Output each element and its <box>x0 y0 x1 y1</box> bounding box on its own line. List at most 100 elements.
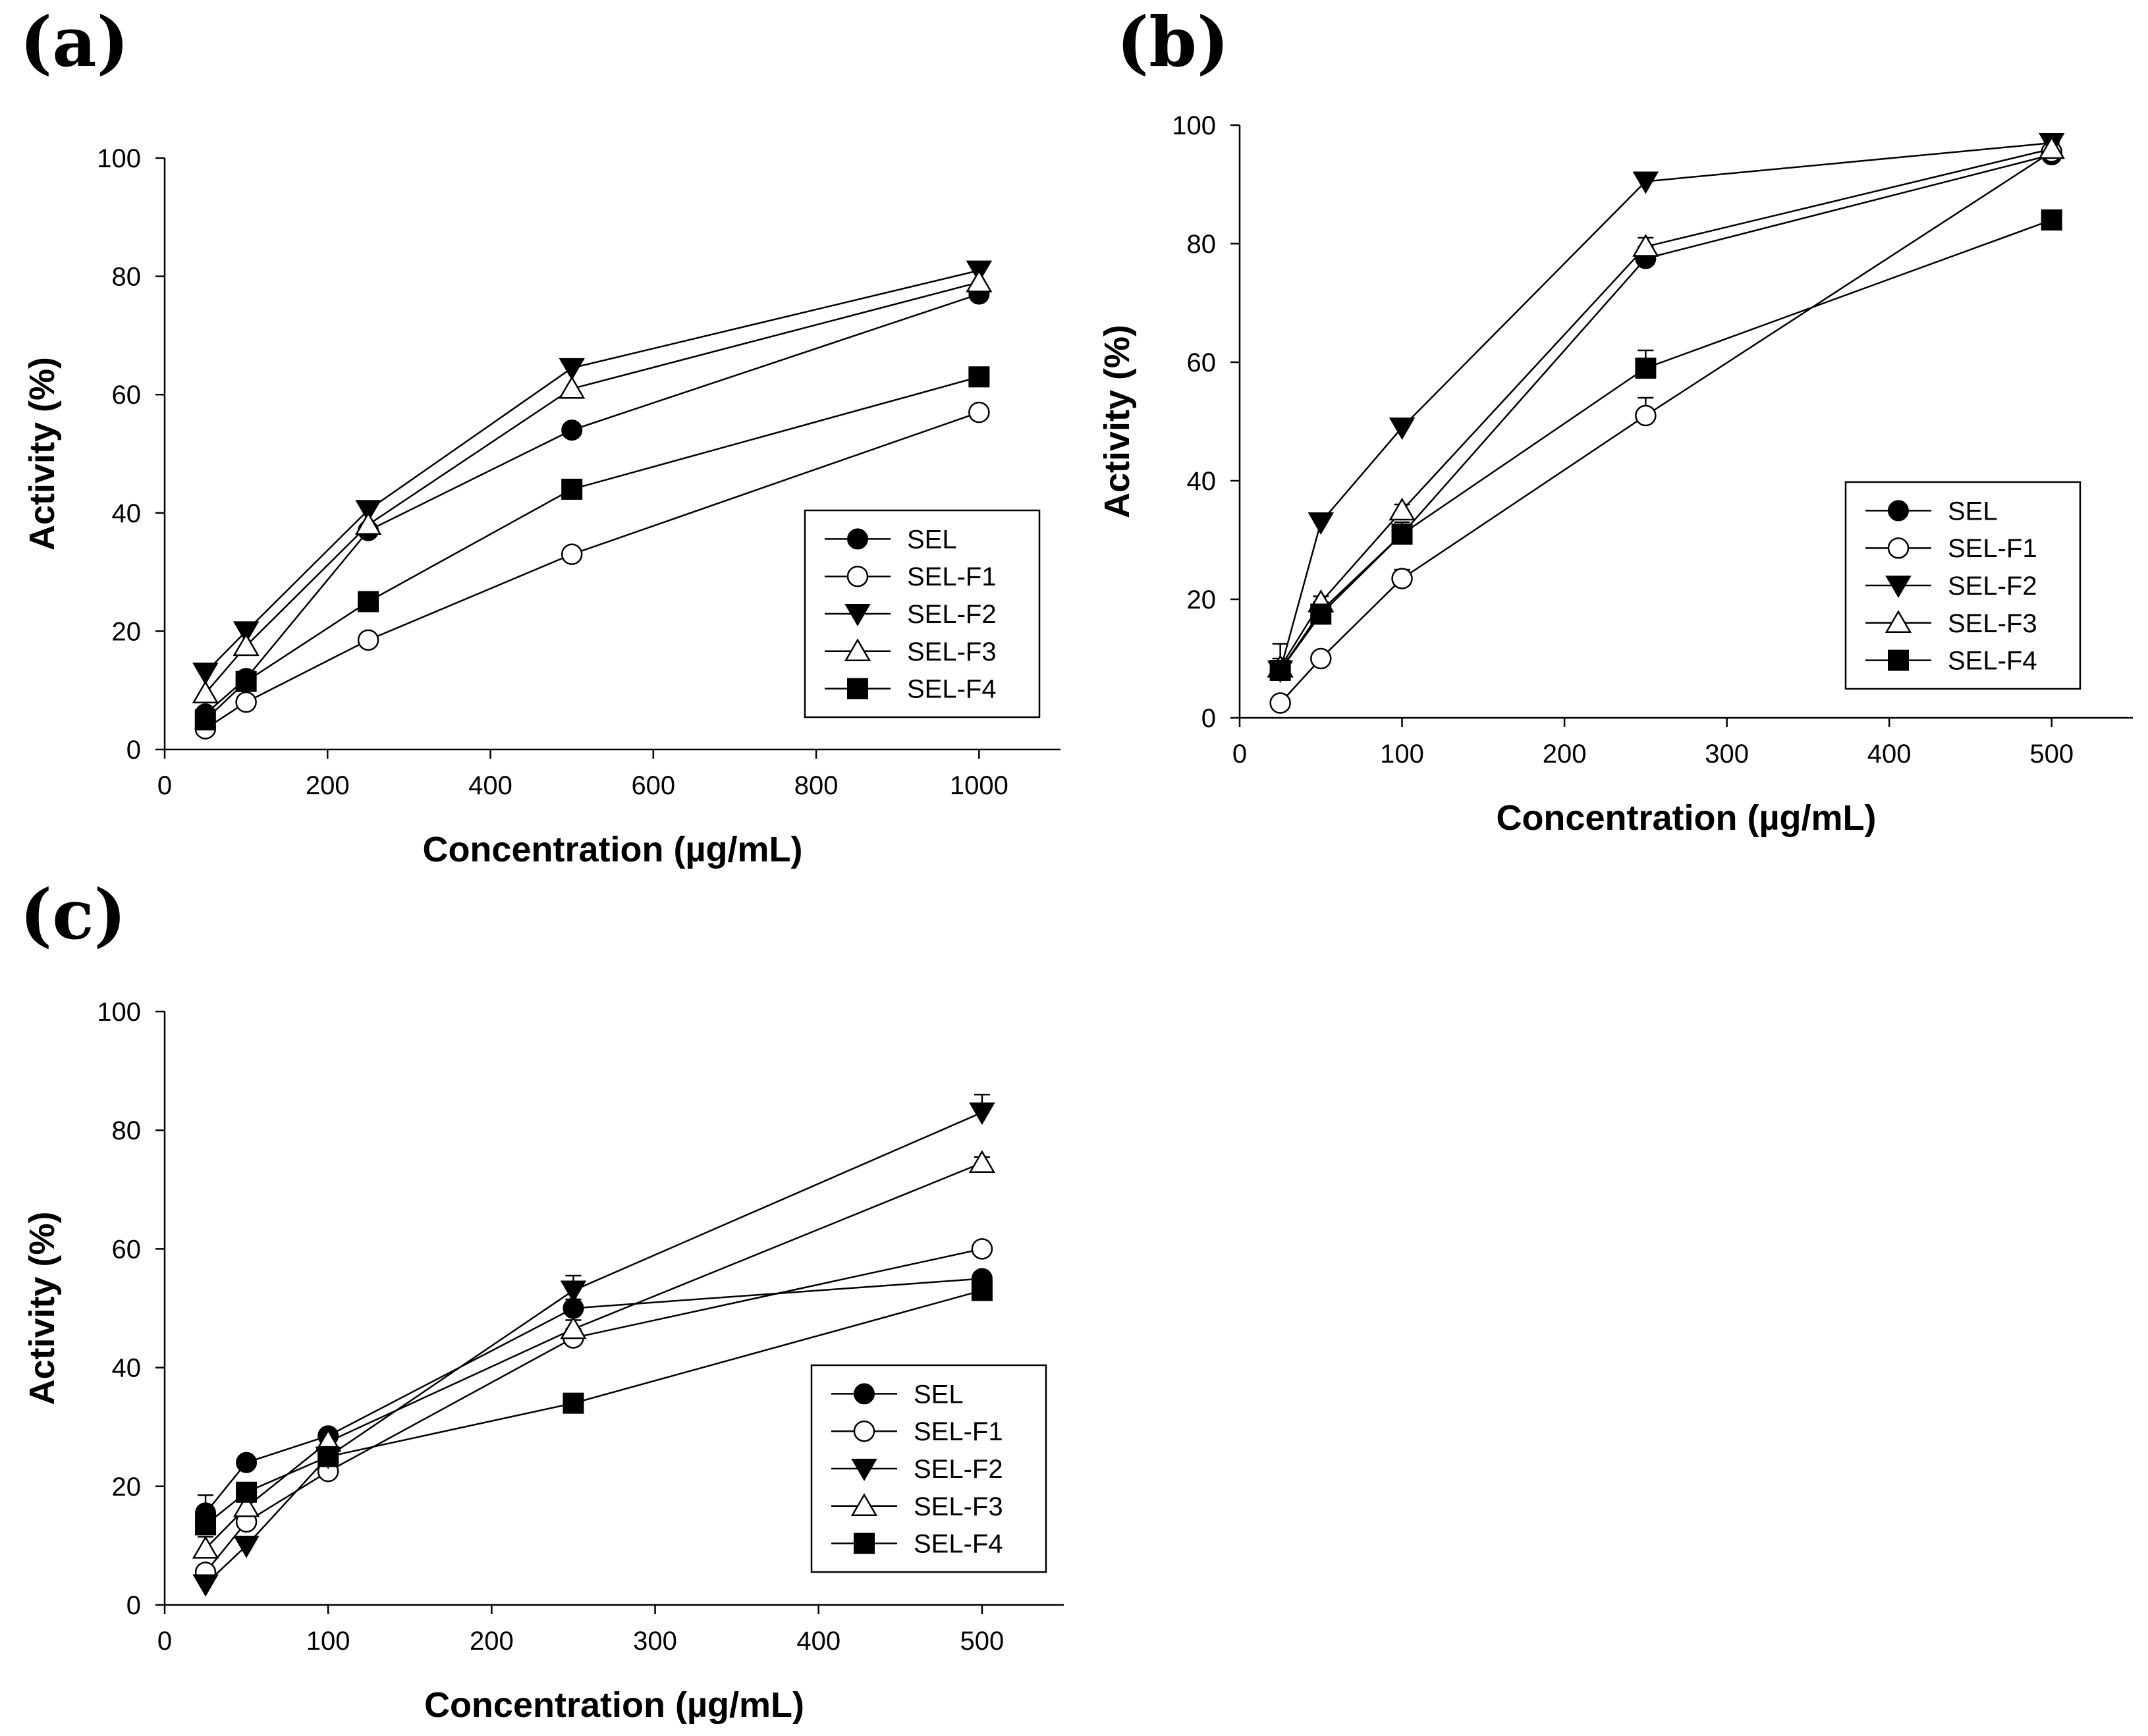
y-tick-label: 40 <box>112 499 142 528</box>
legend-marker-sel <box>847 528 868 550</box>
legend-label: SEL-F1 <box>907 562 997 591</box>
data-point-sel-f1 <box>357 629 379 651</box>
data-point-sel-f3 <box>233 1494 260 1517</box>
x-tick-label: 500 <box>2029 740 2074 769</box>
data-point-sel-f4 <box>194 709 216 731</box>
data-point-sel-f2 <box>969 1102 995 1126</box>
data-point-sel-f1 <box>1310 647 1332 670</box>
data-point-sel-f4 <box>561 478 583 500</box>
legend-marker-sel-f4 <box>854 1533 875 1554</box>
data-point-sel-f2 <box>1389 418 1416 440</box>
legend-marker-sel <box>1888 500 1909 522</box>
data-point-sel-f4 <box>1391 524 1413 545</box>
y-tick-label: 100 <box>97 144 141 173</box>
legend-marker-sel-f2 <box>844 604 871 626</box>
legend-label: SEL-F3 <box>914 1492 1003 1521</box>
data-point-sel-f4 <box>1310 603 1332 625</box>
data-point-sel-f2 <box>233 621 260 644</box>
legend-label: SEL-F4 <box>914 1530 1003 1559</box>
x-tick-label: 300 <box>1705 740 1749 769</box>
y-tick-label: 40 <box>1187 467 1217 496</box>
data-point-sel-f1 <box>1635 404 1657 427</box>
legend-label: SEL <box>907 525 957 554</box>
y-axis-title: Activity (%) <box>1097 325 1137 518</box>
data-point-sel-f2 <box>1632 171 1659 194</box>
x-tick-label: 0 <box>157 771 172 800</box>
chart-panel-2: (c) 0 20 40 60 80 100 0 100 200 300 400 500 Concentra… <box>20 874 1064 1725</box>
data-point-sel-f3 <box>968 1150 996 1174</box>
legend-label: SEL <box>1948 497 1998 526</box>
y-tick-label: 100 <box>1172 111 1216 140</box>
x-tick-label: 1000 <box>950 771 1008 800</box>
y-tick-label: 40 <box>112 1354 142 1383</box>
panel-label: (a) <box>20 1 129 82</box>
data-point-sel-f1 <box>1391 568 1413 589</box>
y-tick-label: 80 <box>112 263 142 292</box>
y-tick-label: 0 <box>126 736 141 765</box>
x-tick-label: 200 <box>1543 740 1587 769</box>
legend-marker-sel-f1 <box>853 1420 875 1442</box>
legend-label: SEL-F2 <box>914 1455 1003 1484</box>
y-tick-label: 0 <box>1201 704 1216 733</box>
data-point-sel-f4 <box>358 591 379 612</box>
data-point-sel-f1 <box>968 401 990 423</box>
data-point-sel-f2 <box>559 358 585 381</box>
data-point-sel <box>236 1451 258 1473</box>
legend-marker-sel-f3 <box>850 1493 878 1517</box>
x-tick-label: 100 <box>1380 740 1424 769</box>
panel-label: (c) <box>20 874 126 955</box>
data-point-sel-f4 <box>563 1392 584 1414</box>
data-point-sel-f2 <box>192 1574 219 1597</box>
data-point-sel-f2 <box>233 1535 260 1558</box>
y-axis-title: Activity (%) <box>22 357 62 551</box>
x-tick-label: 300 <box>633 1627 677 1656</box>
y-tick-label: 60 <box>112 381 142 410</box>
x-axis-title: Concentration (µg/mL) <box>424 1685 804 1725</box>
data-point-sel-f3 <box>354 512 382 535</box>
y-tick-label: 20 <box>112 1473 142 1502</box>
chart-panel-1: (b) 0 20 40 60 80 100 0 100 200 300 400 500 Concentra… <box>1097 1 2133 838</box>
data-point-sel-f3 <box>192 1535 219 1559</box>
data-point-sel-f1 <box>561 543 583 565</box>
data-point-sel-f4 <box>971 1280 993 1301</box>
data-point-sel-f4 <box>195 1514 217 1536</box>
x-tick-label: 200 <box>470 1627 514 1656</box>
data-point-sel-f4 <box>968 366 990 388</box>
legend-marker-sel-f4 <box>1888 649 1909 671</box>
x-tick-label: 400 <box>1867 740 1912 769</box>
y-tick-label: 0 <box>126 1591 141 1620</box>
y-tick-label: 20 <box>1187 585 1217 614</box>
x-axis-title: Concentration (µg/mL) <box>1496 798 1876 838</box>
legend-marker-sel-f2 <box>851 1459 877 1481</box>
data-point-sel-f4 <box>2041 209 2062 231</box>
legend-label: SEL <box>914 1380 964 1409</box>
x-tick-label: 800 <box>794 771 839 800</box>
x-tick-label: 100 <box>306 1627 350 1656</box>
legend-label: SEL-F3 <box>1948 609 2037 638</box>
y-tick-label: 20 <box>112 617 142 646</box>
data-point-sel-f4 <box>1269 660 1291 681</box>
data-point-sel-f3 <box>1389 497 1416 521</box>
data-point-sel-f2 <box>1308 512 1335 535</box>
data-point-sel-f2 <box>355 500 381 523</box>
x-tick-label: 400 <box>468 771 512 800</box>
legend-marker-sel-f3 <box>1885 610 1912 634</box>
data-point-sel-f2 <box>192 663 219 686</box>
y-tick-label: 60 <box>1187 348 1217 377</box>
y-tick-label: 80 <box>112 1116 142 1145</box>
data-point-sel-f1 <box>971 1238 993 1260</box>
legend-marker-sel <box>854 1383 875 1405</box>
legend-label: SEL-F2 <box>907 600 997 629</box>
x-tick-label: 400 <box>796 1627 840 1656</box>
x-tick-label: 0 <box>157 1627 172 1656</box>
x-tick-label: 600 <box>631 771 675 800</box>
y-tick-label: 60 <box>112 1235 142 1264</box>
legend-label: SEL-F4 <box>1948 647 2037 676</box>
data-point-sel-f2 <box>560 1280 587 1303</box>
legend-marker-sel-f4 <box>847 678 868 699</box>
data-point-sel-f1 <box>235 691 257 713</box>
x-axis-title: Concentration (µg/mL) <box>422 830 802 869</box>
legend-label: SEL-F2 <box>1948 572 2037 601</box>
data-point-sel-f4 <box>317 1446 339 1467</box>
